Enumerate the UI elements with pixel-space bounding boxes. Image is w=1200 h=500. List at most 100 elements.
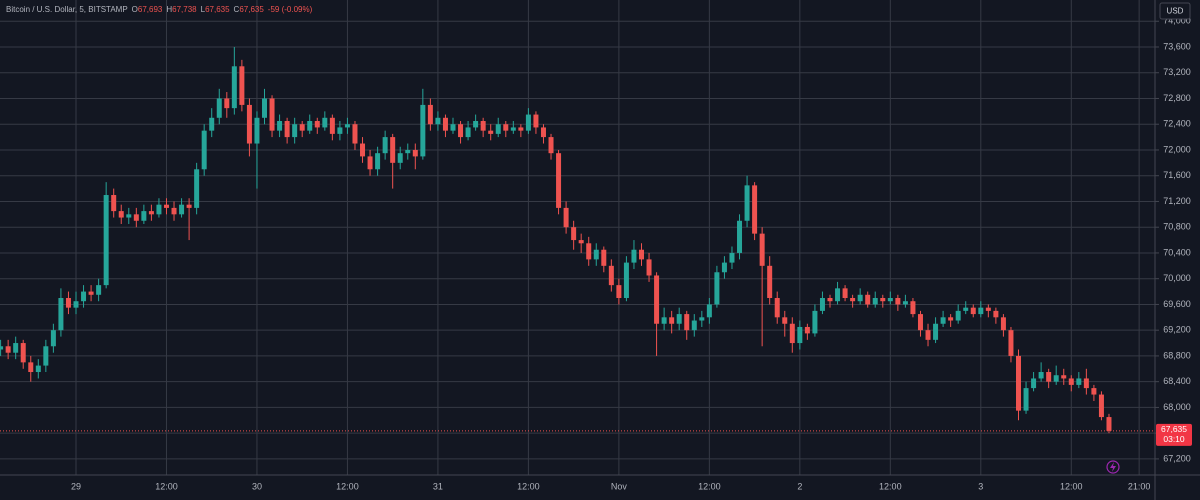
candle-body xyxy=(141,211,147,221)
ideas-icon[interactable] xyxy=(1106,460,1120,474)
currency-button[interactable] xyxy=(1159,2,1191,20)
candle-body xyxy=(970,307,976,315)
candle-body xyxy=(819,298,825,311)
candle-body xyxy=(1031,378,1037,389)
candle-body xyxy=(1076,378,1082,385)
header-value: 67,693 xyxy=(138,5,163,14)
candle-body xyxy=(789,323,795,344)
candle-body xyxy=(804,326,810,334)
candle-body xyxy=(556,153,562,208)
candle-body xyxy=(767,265,773,299)
candle-body xyxy=(759,233,765,266)
candle-body xyxy=(1068,378,1074,385)
candle-body xyxy=(518,127,524,131)
candle-body xyxy=(917,314,923,331)
candle-body xyxy=(639,249,644,260)
candle-body xyxy=(910,301,916,315)
candle-body xyxy=(774,298,780,318)
candle-body xyxy=(948,317,954,321)
header-label: O xyxy=(132,5,138,14)
x-tick-label: 12:00 xyxy=(336,481,359,491)
x-tick-label: 31 xyxy=(433,481,443,491)
y-tick-label: 68,800 xyxy=(1163,350,1191,360)
y-tick-label: 69,600 xyxy=(1163,299,1191,309)
candle-body xyxy=(382,137,388,154)
candle-body xyxy=(465,127,471,138)
candle-body xyxy=(88,291,94,295)
candle-body xyxy=(337,127,343,134)
x-tick-label: 3 xyxy=(978,481,983,491)
candle-body xyxy=(1038,372,1044,379)
candle-body xyxy=(812,310,818,334)
candle-body xyxy=(676,314,682,324)
y-tick-label: 72,800 xyxy=(1163,93,1191,103)
candle-body xyxy=(978,307,984,315)
candle-body xyxy=(623,262,629,299)
last-price-label: 67,635 xyxy=(1161,424,1187,434)
candle-body xyxy=(103,195,109,286)
candle-body xyxy=(171,207,177,215)
candle-body xyxy=(1053,375,1059,382)
candle-body xyxy=(435,117,441,125)
candle-body xyxy=(405,149,411,154)
y-tick-label: 74,000 xyxy=(1163,16,1191,26)
candle-body xyxy=(985,307,991,311)
candle-body xyxy=(111,195,117,212)
candle-body xyxy=(209,117,215,131)
candle-body xyxy=(194,169,200,208)
candle-body xyxy=(254,117,260,144)
candle-body xyxy=(955,310,961,321)
candle-body xyxy=(940,317,946,324)
candle-body xyxy=(390,137,396,163)
x-tick-label: 12:00 xyxy=(155,481,178,491)
candle-body xyxy=(20,343,26,363)
header-value: 67,635 xyxy=(205,5,230,14)
candle-body xyxy=(352,124,358,144)
last-price-box xyxy=(1156,423,1192,446)
candle-body xyxy=(156,204,162,215)
y-tick-label: 73,600 xyxy=(1163,41,1191,51)
candle-body xyxy=(895,298,901,305)
candle-body xyxy=(737,220,743,253)
candle-body xyxy=(322,117,328,128)
candle-body xyxy=(865,294,871,305)
candle-body xyxy=(5,346,11,353)
candle-body xyxy=(646,259,652,276)
candle-body xyxy=(58,298,64,331)
y-tick-label: 67,200 xyxy=(1163,453,1191,463)
currency-label[interactable]: USD xyxy=(1167,7,1184,16)
candle-body xyxy=(65,298,71,308)
x-tick-label: Nov xyxy=(611,481,628,491)
x-tick-label: 12:00 xyxy=(1060,481,1083,491)
candle-body xyxy=(744,185,750,221)
candle-body xyxy=(427,104,433,125)
y-tick-label: 71,200 xyxy=(1163,196,1191,206)
candle-body xyxy=(126,214,132,218)
candle-body xyxy=(842,288,848,299)
y-tick-label: 70,000 xyxy=(1163,273,1191,283)
header-label: C xyxy=(234,5,240,14)
candle-body xyxy=(148,211,154,215)
candle-body xyxy=(887,298,893,302)
grid-layer xyxy=(0,0,1155,475)
y-tick-label: 73,200 xyxy=(1163,67,1191,77)
x-tick-label: 12:00 xyxy=(517,481,540,491)
candle-body xyxy=(510,127,516,131)
candle-body xyxy=(495,124,501,134)
candle-body xyxy=(850,298,856,302)
header-label: H xyxy=(166,5,172,14)
candle-body xyxy=(586,243,592,260)
candle-body xyxy=(133,214,139,221)
x-tick-label: 2 xyxy=(797,481,802,491)
y-tick-label: 70,400 xyxy=(1163,247,1191,257)
candle-body xyxy=(28,362,34,373)
x-tick-label: 30 xyxy=(252,481,262,491)
candle-body xyxy=(292,124,298,138)
candle-body xyxy=(450,124,456,131)
candle-body xyxy=(593,249,599,260)
header-value: 67,738 xyxy=(172,5,197,14)
candle-body xyxy=(835,288,841,302)
candle-body xyxy=(933,323,939,340)
candle-body xyxy=(1016,355,1021,411)
candle-body xyxy=(239,66,245,105)
